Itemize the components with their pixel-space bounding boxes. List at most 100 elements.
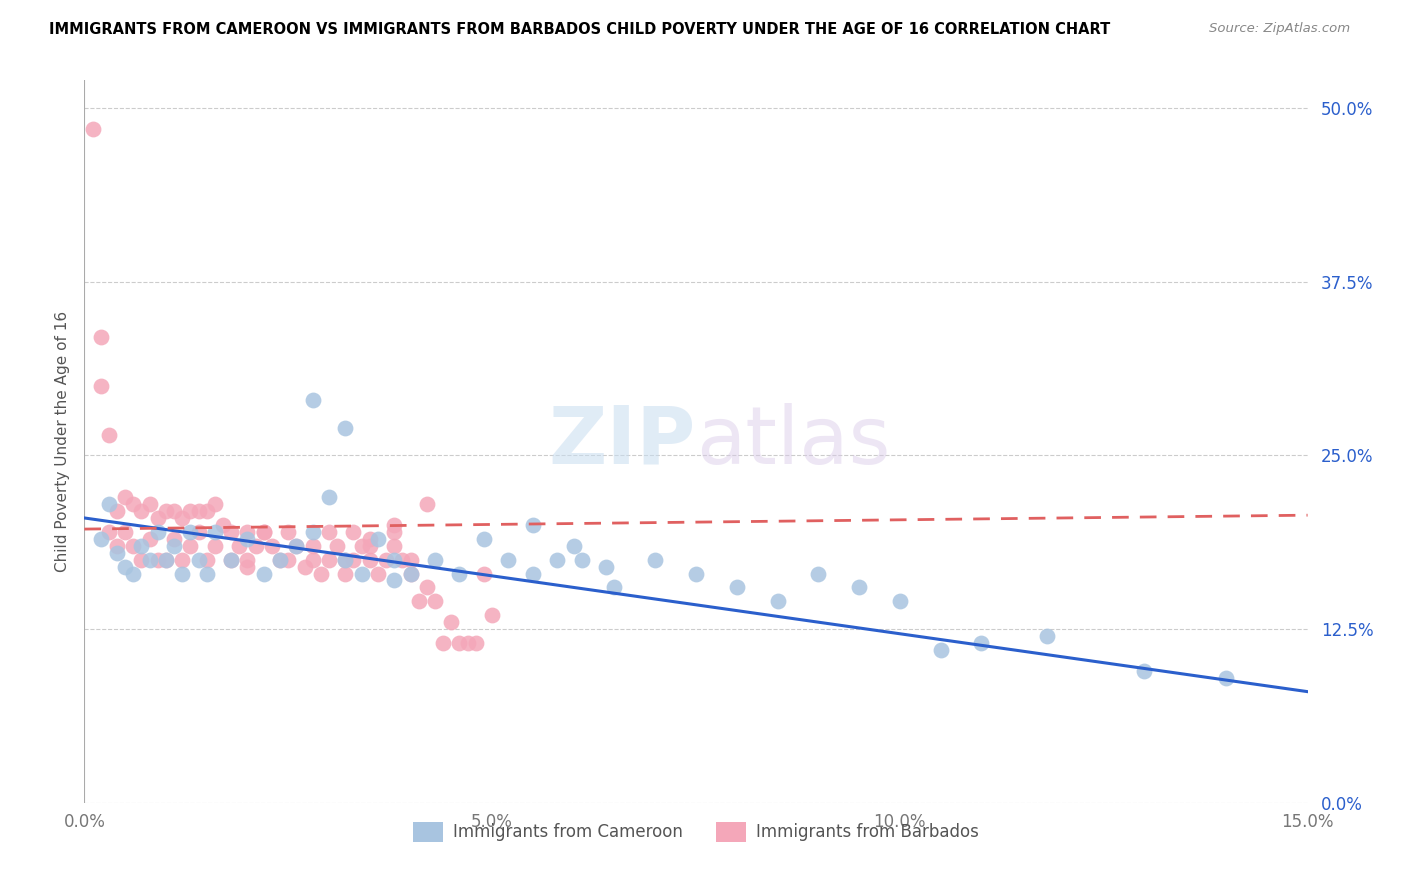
Point	[219, 552, 242, 566]
Point	[131, 552, 153, 566]
Point	[382, 552, 405, 566]
Point	[457, 636, 479, 650]
Point	[685, 566, 707, 581]
Point	[449, 566, 471, 581]
Point	[408, 594, 430, 608]
Point	[399, 552, 422, 566]
Point	[138, 552, 160, 566]
Point	[269, 552, 291, 566]
Point	[766, 594, 789, 608]
Point	[1133, 664, 1156, 678]
Point	[309, 566, 332, 581]
Point	[253, 566, 276, 581]
Point	[172, 552, 194, 566]
Point	[522, 517, 544, 532]
Point	[114, 524, 136, 539]
Point	[236, 559, 259, 574]
Point	[423, 552, 446, 566]
Legend: Immigrants from Cameroon, Immigrants from Barbados: Immigrants from Cameroon, Immigrants fro…	[406, 815, 986, 848]
Point	[367, 566, 389, 581]
Point	[236, 524, 259, 539]
Point	[277, 524, 299, 539]
Point	[195, 552, 218, 566]
Point	[970, 636, 993, 650]
Point	[97, 497, 120, 511]
Point	[301, 552, 323, 566]
Point	[219, 552, 242, 566]
Text: Source: ZipAtlas.com: Source: ZipAtlas.com	[1209, 22, 1350, 36]
Point	[245, 539, 267, 553]
Point	[146, 524, 169, 539]
Point	[138, 532, 160, 546]
Point	[146, 552, 169, 566]
Point	[219, 524, 242, 539]
Point	[187, 552, 209, 566]
Point	[195, 504, 218, 518]
Point	[449, 636, 471, 650]
Point	[472, 532, 495, 546]
Point	[562, 539, 585, 553]
Point	[294, 559, 316, 574]
Point	[367, 532, 389, 546]
Point	[82, 122, 104, 136]
Y-axis label: Child Poverty Under the Age of 16: Child Poverty Under the Age of 16	[55, 311, 70, 572]
Point	[155, 552, 177, 566]
Point	[301, 539, 323, 553]
Point	[179, 504, 201, 518]
Point	[163, 532, 186, 546]
Point	[301, 524, 323, 539]
Point	[807, 566, 830, 581]
Point	[498, 552, 520, 566]
Point	[359, 552, 381, 566]
Point	[848, 581, 870, 595]
Point	[122, 497, 145, 511]
Point	[146, 511, 169, 525]
Point	[481, 608, 503, 623]
Point	[172, 566, 194, 581]
Point	[187, 504, 209, 518]
Point	[90, 330, 112, 344]
Point	[350, 566, 373, 581]
Point	[399, 566, 422, 581]
Point	[253, 524, 276, 539]
Point	[1035, 629, 1057, 643]
Point	[97, 427, 120, 442]
Text: IMMIGRANTS FROM CAMEROON VS IMMIGRANTS FROM BARBADOS CHILD POVERTY UNDER THE AGE: IMMIGRANTS FROM CAMEROON VS IMMIGRANTS F…	[49, 22, 1111, 37]
Point	[318, 552, 340, 566]
Point	[546, 552, 568, 566]
Point	[342, 524, 364, 539]
Point	[163, 539, 186, 553]
Point	[571, 552, 593, 566]
Point	[114, 490, 136, 504]
Point	[335, 552, 357, 566]
Point	[122, 539, 145, 553]
Point	[432, 636, 454, 650]
Point	[440, 615, 463, 630]
Point	[350, 539, 373, 553]
Point	[90, 379, 112, 393]
Point	[277, 552, 299, 566]
Point	[131, 539, 153, 553]
Point	[236, 532, 259, 546]
Point	[285, 539, 308, 553]
Point	[155, 552, 177, 566]
Text: atlas: atlas	[696, 402, 890, 481]
Point	[138, 497, 160, 511]
Point	[382, 517, 405, 532]
Point	[269, 552, 291, 566]
Point	[416, 581, 439, 595]
Point	[382, 524, 405, 539]
Point	[399, 566, 422, 581]
Point	[212, 517, 235, 532]
Point	[187, 524, 209, 539]
Point	[105, 539, 128, 553]
Point	[929, 643, 952, 657]
Point	[335, 566, 357, 581]
Point	[236, 552, 259, 566]
Point	[253, 524, 276, 539]
Point	[318, 524, 340, 539]
Point	[105, 546, 128, 560]
Point	[163, 504, 186, 518]
Point	[326, 539, 349, 553]
Point	[382, 574, 405, 588]
